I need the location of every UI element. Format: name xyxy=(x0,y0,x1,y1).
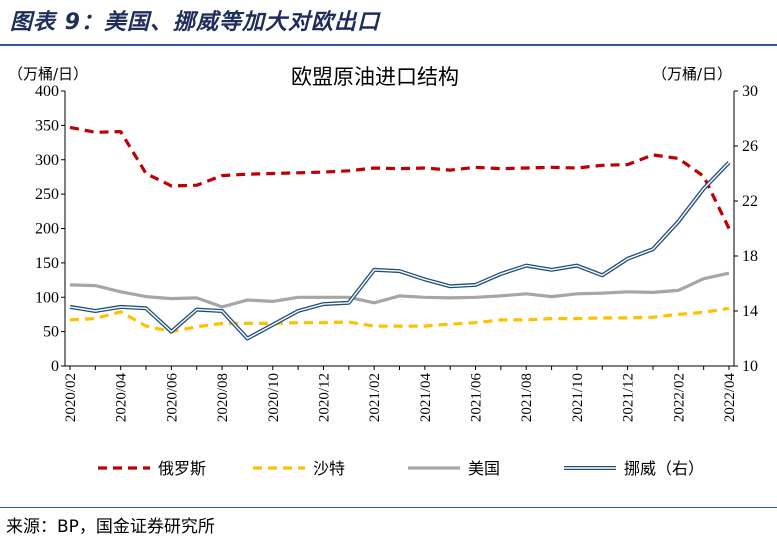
y-right-tick-label: 14 xyxy=(742,303,758,320)
x-tick-label: 2021/08 xyxy=(519,373,535,422)
x-tick-label: 2021/06 xyxy=(469,373,485,423)
legend-label: 俄罗斯 xyxy=(158,459,206,478)
title-rule xyxy=(0,44,777,46)
x-tick-label: 2021/04 xyxy=(418,373,434,423)
figure-title: 图表 9：美国、挪威等加大对欧出口 xyxy=(10,10,380,35)
y-left-tick-label: 150 xyxy=(35,255,59,272)
y-left-tick-label: 50 xyxy=(43,324,59,341)
x-tick-label: 2022/02 xyxy=(671,373,687,422)
y-right-tick-label: 30 xyxy=(742,83,758,100)
y-right-tick-label: 10 xyxy=(742,358,758,375)
y-right-tick-label: 18 xyxy=(742,248,758,265)
x-tick-label: 2020/12 xyxy=(316,373,332,422)
y-left-tick-label: 350 xyxy=(35,117,59,134)
x-tick-label: 2020/06 xyxy=(164,373,180,423)
series-line-1 xyxy=(69,306,730,334)
y-left-tick-label: 300 xyxy=(35,152,59,169)
x-tick-label: 2021/02 xyxy=(367,373,383,422)
x-tick-label: 2020/08 xyxy=(215,373,231,422)
y-left-tick-label: 0 xyxy=(51,358,59,375)
legend-label: 挪威（右） xyxy=(624,459,704,478)
legend-label: 美国 xyxy=(468,459,500,478)
x-tick-label: 2020/04 xyxy=(114,373,130,423)
source-note: 来源：BP，国金证券研究所 xyxy=(6,517,215,537)
chart-title: 欧盟原油进口结构 xyxy=(291,65,459,89)
legend-label: 沙特 xyxy=(313,459,345,478)
y-right-tick-label: 26 xyxy=(742,138,758,155)
x-tick-label: 2020/02 xyxy=(63,373,79,422)
x-tick-label: 2020/10 xyxy=(266,373,282,422)
y-right-unit: （万桶/日） xyxy=(652,65,732,83)
y-left-tick-label: 400 xyxy=(35,83,59,100)
bottom-rule xyxy=(0,507,777,508)
series-line-3-inner xyxy=(69,162,730,340)
series-line-0 xyxy=(69,125,731,230)
series-line-2 xyxy=(69,271,730,309)
y-left-unit: （万桶/日） xyxy=(8,65,88,83)
x-tick-label: 2021/10 xyxy=(570,373,586,422)
y-left-tick-label: 250 xyxy=(35,186,59,203)
y-right-tick-label: 22 xyxy=(742,193,758,210)
series-line-3-outer xyxy=(69,161,731,341)
y-left-tick-label: 200 xyxy=(35,221,59,238)
y-left-tick-label: 100 xyxy=(35,289,59,306)
x-tick-label: 2022/04 xyxy=(722,373,738,423)
x-tick-label: 2021/12 xyxy=(621,373,637,422)
